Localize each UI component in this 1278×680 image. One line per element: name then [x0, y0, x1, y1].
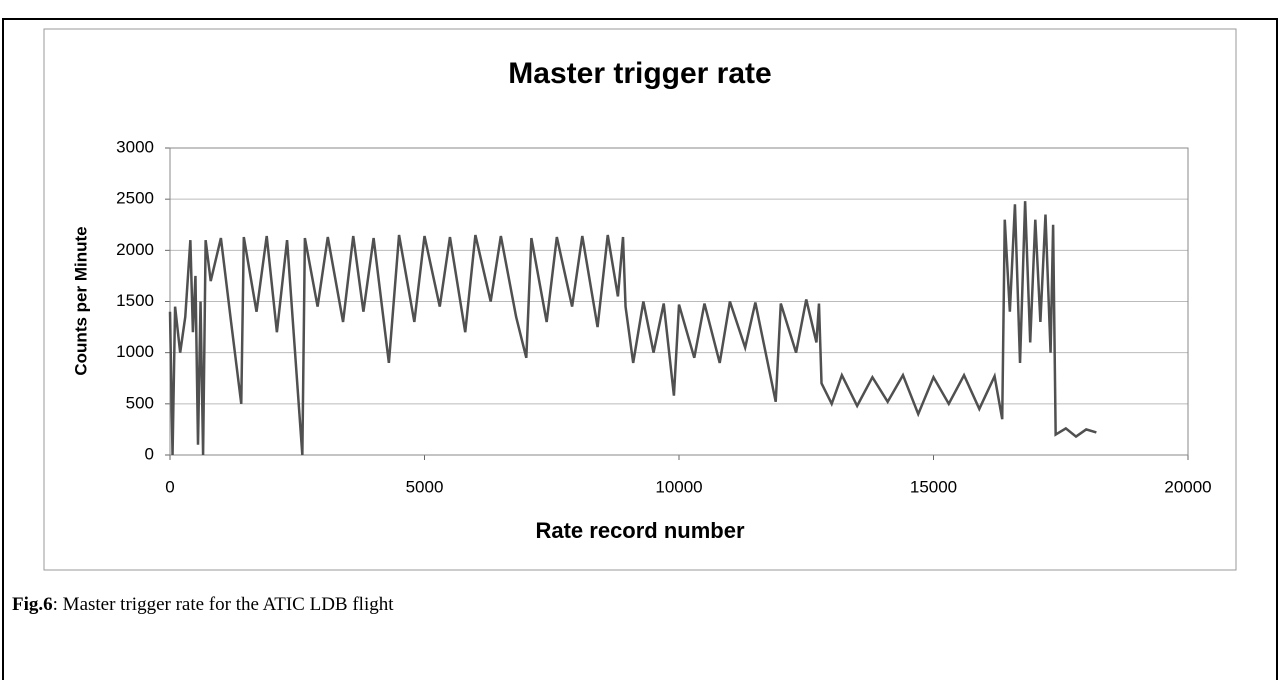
chart-title: Master trigger rate: [508, 57, 771, 90]
y-tick-label: 2000: [116, 240, 154, 259]
y-tick-label: 1000: [116, 342, 154, 361]
caption-text: : Master trigger rate for the ATIC LDB f…: [52, 594, 394, 615]
x-tick-label: 0: [165, 477, 174, 496]
y-tick-label: 500: [126, 393, 154, 412]
y-axis-label: Counts per Minute: [71, 226, 90, 375]
y-tick-label: 2500: [116, 189, 154, 208]
data-line: [168, 201, 1097, 456]
y-tick-label: 0: [145, 444, 154, 463]
chart-border: [43, 28, 1237, 571]
x-tick-label: 20000: [1164, 477, 1211, 496]
caption: Fig.6: Master trigger rate for the ATIC …: [12, 594, 394, 616]
y-tick-label: 3000: [116, 137, 154, 156]
x-tick-label: 15000: [910, 477, 957, 496]
frame: [2, 18, 1278, 680]
x-tick-label: 10000: [655, 477, 702, 496]
y-tick-label: 1500: [116, 291, 154, 310]
x-tick-label: 5000: [406, 477, 444, 496]
x-axis-label: Rate record number: [535, 518, 744, 543]
plot-area: [169, 147, 1189, 456]
caption-label: Fig.6: [12, 594, 53, 615]
